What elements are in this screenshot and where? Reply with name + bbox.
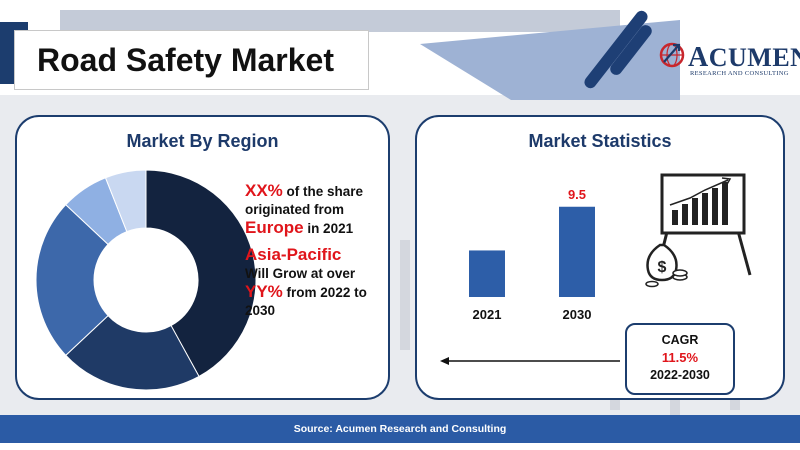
asia-growth-value: YY% [245,282,283,301]
region-panel: Market By Region XX% of the share origin… [15,115,390,400]
footer-bottom-strip [0,443,800,450]
bar-2030 [559,206,595,297]
cagr-value: 11.5% [661,350,699,365]
bar-category-label: 2030 [563,307,592,322]
europe-label: Europe [245,218,304,237]
title-box: Road Safety Market [14,30,369,90]
europe-statement: XX% of the share originated from Europe … [245,182,385,238]
asia-statement: Asia-Pacific Will Grow at over YY% from 2… [245,246,385,320]
background-candle [400,240,410,350]
donut-slice-5 [104,169,147,233]
europe-share-value: XX% [245,181,283,200]
asia-text-a: Will Grow at over [245,266,356,281]
region-donut-chart [35,169,257,391]
page-title: Road Safety Market [37,41,334,78]
logo-name: ACUMEN [688,42,800,73]
donut-slice-3 [35,203,109,357]
cagr-box: CAGR 11.5% 2022-2030 [625,323,735,395]
bar-data-label: 9.5 [568,187,586,202]
europe-text-a: of the share originated from [245,184,364,217]
cagr-label: CAGR [661,333,699,347]
europe-text-b: in 2021 [303,221,354,236]
title-band [0,10,800,100]
left-arrow-icon [440,357,620,365]
statistics-panel-title: Market Statistics [528,131,672,151]
bar-category-label: 2021 [473,307,502,322]
logo-tagline: RESEARCH AND CONSULTING [690,70,789,77]
market-bar-chart: 2021 2030 9.5 [469,187,595,322]
footer-bar: Source: Acumen Research and Consulting [0,415,800,443]
source-note: Source: Acumen Research and Consulting [293,423,507,435]
asia-text-b: from 2022 to 2030 [245,285,367,318]
region-text: XX% of the share originated from Europe … [245,182,385,328]
globe-arrow-icon [659,42,685,68]
company-logo: ACUMEN RESEARCH AND CONSULTING [658,40,800,80]
region-panel-title: Market By Region [126,131,279,151]
bar-2021 [469,250,505,297]
asia-pacific-label: Asia-Pacific [245,245,342,264]
donut-slice-1 [145,169,257,378]
growth-chart-easel-icon: $ [645,173,752,288]
svg-text:$: $ [658,259,667,276]
donut-slice-2 [65,314,200,391]
cagr-period: 2022-2030 [650,368,710,382]
title-decor-bar [60,10,620,32]
